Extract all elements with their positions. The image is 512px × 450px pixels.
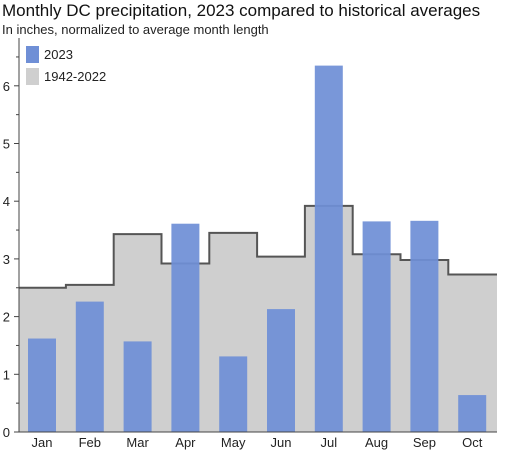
- x-tick-label-feb: Feb: [79, 435, 101, 450]
- y-tick-label: 3: [3, 252, 10, 267]
- bar-2023-oct: [458, 395, 487, 432]
- y-tick-label: 4: [3, 194, 10, 209]
- x-tick-label-mar: Mar: [126, 435, 149, 450]
- bar-2023-apr: [171, 223, 200, 432]
- bar-2023-mar: [123, 341, 152, 432]
- y-tick-label: 1: [3, 367, 10, 382]
- x-tick-label-oct: Oct: [462, 435, 483, 450]
- x-tick-label-jan: Jan: [32, 435, 53, 450]
- x-tick-label-jul: Jul: [320, 435, 337, 450]
- y-tick-label: 2: [3, 310, 10, 325]
- bar-2023-jun: [267, 309, 295, 432]
- x-tick-label-sep: Sep: [413, 435, 436, 450]
- x-tick-label-apr: Apr: [175, 435, 196, 450]
- bars-layer: [28, 65, 487, 432]
- y-tick-label: 5: [3, 137, 10, 152]
- bar-2023-sep: [410, 220, 439, 432]
- legend-label-historical: 1942-2022: [44, 69, 106, 84]
- bar-2023-feb: [75, 301, 104, 432]
- bar-2023-jul: [314, 65, 343, 432]
- x-tick-label-aug: Aug: [365, 435, 388, 450]
- legend-label-2023: 2023: [44, 47, 73, 62]
- legend-swatch-2023: [26, 46, 39, 63]
- axis-layer: 0 1 2 3 4 5 6 Jan Feb Mar Apr May Jun Jul Aug Sep Oct: [3, 38, 497, 450]
- bar-2023-may: [219, 356, 248, 432]
- chart-subtitle: In inches, normalized to average month l…: [2, 22, 269, 37]
- bar-2023-jan: [28, 338, 56, 432]
- bar-2023-aug: [362, 221, 391, 432]
- legend-swatch-historical: [26, 68, 39, 85]
- historical-step-line: [19, 204, 497, 289]
- y-tick-label: 0: [3, 425, 10, 440]
- x-tick-label-jun: Jun: [271, 435, 292, 450]
- y-tick-label: 6: [3, 79, 10, 94]
- legend: 2023 1942-2022: [26, 46, 106, 85]
- x-tick-label-may: May: [221, 435, 246, 450]
- chart-title: Monthly DC precipitation, 2023 compared …: [2, 1, 481, 20]
